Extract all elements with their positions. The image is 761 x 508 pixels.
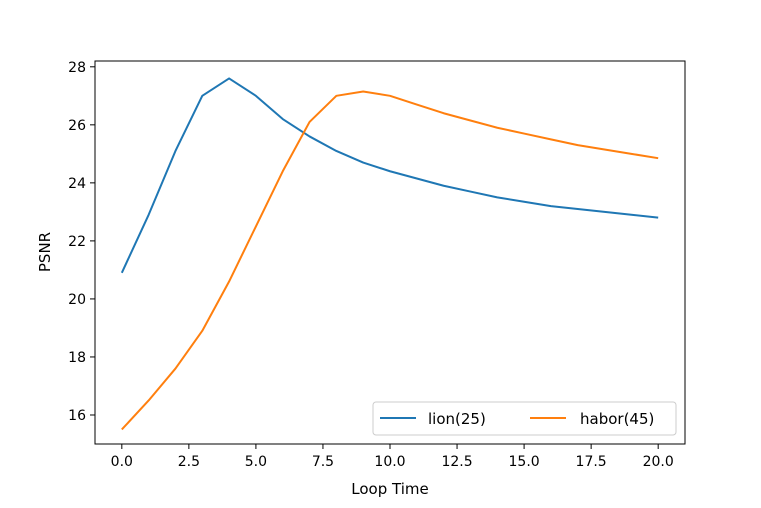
x-axis-label: Loop Time: [351, 480, 428, 498]
legend-box: [372, 401, 677, 436]
y-axis-label: PSNR: [36, 232, 54, 272]
x-tick-label: 10.0: [374, 454, 405, 470]
plot-area: [94, 60, 686, 445]
y-tick-label: 22: [68, 234, 86, 250]
legend: lion(25) habor(45): [372, 401, 677, 436]
series-line-0: [120, 77, 659, 274]
x-tick-label: 20.0: [643, 454, 674, 470]
x-tick-label: 15.0: [509, 454, 540, 470]
y-tick-label: 18: [68, 350, 86, 366]
y-axis: 16 18 20 22 24 26 28: [68, 60, 95, 424]
x-tick-label: 17.5: [576, 454, 607, 470]
series-lines: [120, 77, 659, 431]
x-tick-label: 0.0: [111, 454, 133, 470]
y-tick-label: 24: [68, 176, 86, 192]
x-tick-label: 7.5: [312, 454, 334, 470]
y-tick-label: 16: [68, 408, 86, 424]
y-tick-label: 28: [68, 60, 86, 76]
series-line-1: [121, 90, 659, 431]
x-axis: 0.0 2.5 5.0 7.5 10.0 12.5 15.0 17.5 20.0: [111, 444, 674, 470]
y-tick-label: 20: [68, 292, 86, 308]
x-tick-label: 2.5: [178, 454, 200, 470]
x-tick-label: 12.5: [441, 454, 472, 470]
x-tick-label: 5.0: [245, 454, 267, 470]
legend-label-lion: lion(25): [428, 410, 486, 428]
legend-label-habor: habor(45): [580, 410, 654, 428]
y-tick-label: 26: [68, 118, 86, 134]
